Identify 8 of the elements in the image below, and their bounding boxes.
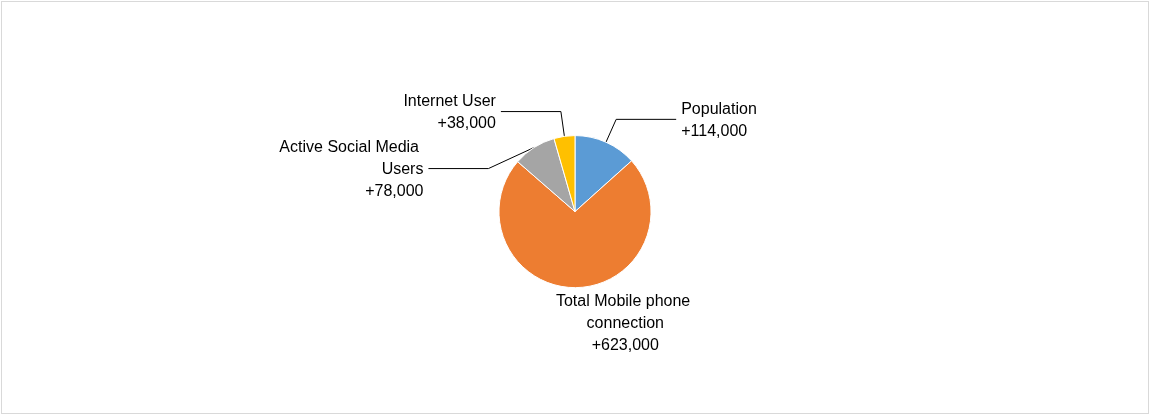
slice-label: Population [681,99,757,117]
data-label: +38,000 [437,114,497,132]
data-label: +623,000 [591,336,659,354]
slice-label: Active Social Media Users [279,138,424,178]
slice-label: Internet User [403,92,497,110]
slice-label: Total Mobile phone connection [555,292,695,332]
data-label: +114,000 [681,121,748,139]
data-label: +78,000 [365,182,424,200]
